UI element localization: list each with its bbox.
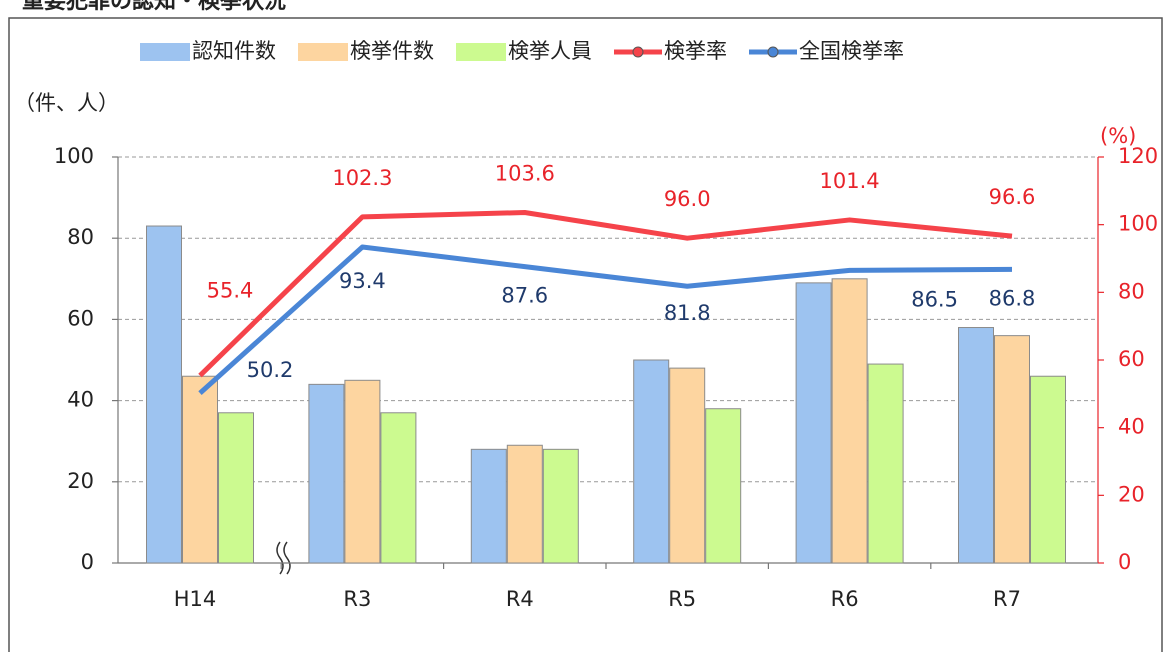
data-label: 96.0 xyxy=(664,187,711,211)
x-tick-label: H14 xyxy=(174,587,217,611)
bar xyxy=(218,412,254,564)
x-tick-label: R4 xyxy=(506,587,534,611)
bar xyxy=(795,282,832,564)
y-axis-label: （件、人） xyxy=(14,91,119,115)
legend-label: 認知件数 xyxy=(192,39,276,63)
bar xyxy=(470,448,507,564)
x-tick-label: R5 xyxy=(668,587,696,611)
data-label: 55.4 xyxy=(207,279,254,303)
y-tick-label: 0 xyxy=(81,550,94,574)
bar xyxy=(308,383,345,564)
chart-title: 重要犯罪の認知・検挙状況 xyxy=(22,0,286,14)
frame xyxy=(8,17,1163,652)
legend-label: 検挙率 xyxy=(664,39,727,63)
bar xyxy=(633,359,670,564)
data-label: 50.2 xyxy=(247,358,294,382)
data-label: 103.6 xyxy=(495,161,555,185)
bar xyxy=(380,412,417,564)
x-tick-label: R6 xyxy=(831,587,859,611)
line xyxy=(198,244,1013,396)
legend-swatch xyxy=(456,43,506,61)
x-tick-label: R3 xyxy=(343,587,371,611)
data-label: 86.8 xyxy=(989,286,1036,310)
bar xyxy=(867,363,904,564)
bar xyxy=(1030,375,1066,564)
data-label: 81.8 xyxy=(664,301,711,325)
bar xyxy=(994,335,1030,564)
y2-tick-label: 80 xyxy=(1118,279,1145,303)
y2-tick-label: 20 xyxy=(1118,482,1145,506)
y2-tick-label: 100 xyxy=(1118,212,1158,236)
legend-marker xyxy=(767,46,779,58)
line xyxy=(198,209,1013,378)
legend-swatch xyxy=(140,43,190,61)
y-tick-label: 20 xyxy=(67,469,94,493)
bar xyxy=(344,379,381,564)
legend-marker xyxy=(632,46,644,58)
y-tick-label: 80 xyxy=(67,225,94,249)
bar xyxy=(542,448,579,564)
bar xyxy=(669,367,706,564)
y2-tick-label: 120 xyxy=(1118,144,1158,168)
legend-swatch xyxy=(298,43,348,61)
data-label: 86.5 xyxy=(911,287,958,311)
axis-break xyxy=(276,541,291,575)
data-label: 87.6 xyxy=(501,284,548,308)
data-label: 93.4 xyxy=(339,269,386,293)
y2-tick-label: 0 xyxy=(1118,550,1131,574)
data-label: 101.4 xyxy=(820,169,880,193)
bar xyxy=(506,444,543,564)
bar xyxy=(831,278,868,564)
y-tick-label: 100 xyxy=(54,144,94,168)
y2-tick-label: 60 xyxy=(1118,347,1145,371)
y-tick-label: 60 xyxy=(67,306,94,330)
y2-tick-label: 40 xyxy=(1118,415,1145,439)
bar xyxy=(146,225,182,564)
y-tick-label: 40 xyxy=(67,388,94,412)
bar xyxy=(182,375,218,564)
legend-label: 検挙件数 xyxy=(350,39,434,63)
legend-label: 検挙人員 xyxy=(508,39,592,63)
x-tick-label: R7 xyxy=(993,587,1021,611)
bar xyxy=(705,408,742,564)
bar xyxy=(958,327,994,564)
data-label: 102.3 xyxy=(332,166,392,190)
data-label: 96.6 xyxy=(989,185,1036,209)
y2-axis-label: (%) xyxy=(1100,124,1136,148)
legend-label: 全国検挙率 xyxy=(799,39,904,63)
